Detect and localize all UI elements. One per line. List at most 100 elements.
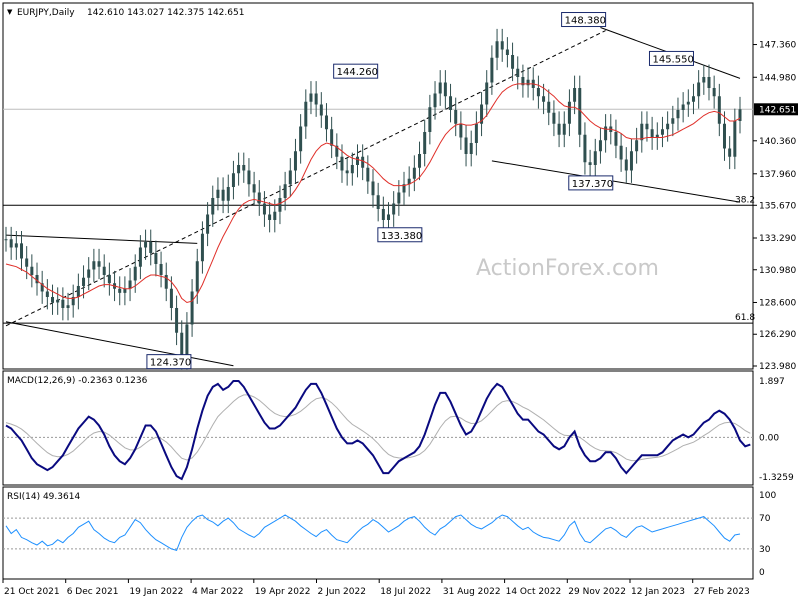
price-callout-box — [377, 227, 423, 243]
price-candle-body — [350, 164, 354, 174]
price-candle-body — [733, 120, 737, 157]
price-candle-body — [614, 131, 618, 146]
price-candle-body — [474, 123, 478, 143]
price-candle-body — [20, 243, 24, 259]
price-candle-body — [521, 76, 525, 86]
price-candle-body — [247, 170, 251, 185]
price-callout-label: 124.370 — [150, 358, 191, 369]
price-candle-body — [681, 104, 685, 110]
price-candle-body — [330, 129, 334, 146]
rsi-title: RSI(14) 49.3614 — [7, 492, 80, 502]
macd-title: MACD(12,26,9) -0.2363 0.1236 — [7, 376, 148, 386]
price-candle-body — [195, 261, 199, 292]
price-candle-body — [505, 49, 509, 55]
time-axis: 21 Oct 2021 6 Dec 2021 19 Jan 2022 4 Mar 20… — [2, 579, 750, 597]
price-candle-body — [268, 214, 272, 220]
price-candle-body — [180, 332, 184, 358]
price-candle-body — [490, 57, 494, 83]
macd-main-line — [5, 380, 751, 481]
price-candle-body — [655, 134, 659, 138]
price-candle-body — [164, 274, 168, 289]
price-candle-body — [629, 151, 633, 171]
price-candle-body — [454, 109, 458, 124]
price-candle-body — [123, 288, 127, 293]
price-candle-body — [283, 184, 287, 198]
price-candle-body — [588, 162, 592, 165]
trend-line — [5, 30, 606, 327]
price-candle-body — [190, 291, 194, 325]
rsi-tick-label: 70 — [759, 514, 771, 524]
price-candle-body — [573, 87, 577, 102]
price-candle-body — [355, 156, 359, 165]
price-candle-body — [82, 277, 86, 286]
price-candle-body — [464, 137, 468, 154]
price-candle-body — [211, 197, 215, 215]
price-candle-body — [371, 181, 375, 196]
last-price-label: 142.651 — [759, 105, 796, 115]
price-candle-body — [345, 170, 349, 174]
price-candle-body — [97, 261, 101, 267]
price-candle-body — [257, 192, 261, 204]
price-candle-body — [526, 79, 530, 86]
price-candle-body — [567, 101, 571, 124]
price-callout-box — [146, 354, 192, 370]
price-candle-body — [552, 112, 556, 124]
price-candle-body — [423, 131, 427, 154]
price-candle-body — [583, 134, 587, 163]
price-candle-body — [407, 178, 411, 185]
price-candle-body — [722, 123, 726, 149]
price-candle-body — [309, 93, 313, 102]
price-candle-body — [45, 291, 49, 297]
price-candle-body — [216, 189, 220, 198]
price-candle-body — [66, 305, 70, 308]
price-tick-label: 123.980 — [759, 362, 796, 372]
time-tick-label: 6 Dec 2021 — [67, 587, 119, 597]
price-candle-body — [495, 41, 499, 58]
price-callout-label: 133.380 — [381, 231, 422, 242]
price-candle-body — [231, 173, 235, 187]
time-tick-label: 4 Mar 2022 — [192, 587, 243, 597]
time-tick-label: 2 Jun 2022 — [318, 587, 366, 597]
price-candle-body — [557, 123, 561, 135]
price-candle-body — [293, 151, 297, 171]
macd-signal-line — [5, 394, 751, 462]
price-candle-body — [278, 197, 282, 212]
price-candle-body — [159, 263, 163, 275]
price-candle-body — [671, 118, 675, 124]
chart-symbol-title: EURJPY,Daily — [17, 8, 75, 18]
price-candle-body — [144, 241, 148, 248]
price-candle-body — [118, 288, 122, 293]
price-candle-body — [738, 109, 742, 121]
price-candle-body — [728, 148, 732, 157]
time-tick-label: 18 Jul 2022 — [380, 587, 431, 597]
fib-level-label: 38.2 — [735, 195, 755, 205]
price-candle-body — [299, 126, 303, 152]
dropdown-arrow-icon[interactable]: ▼ — [7, 8, 13, 16]
price-candle-body — [149, 241, 153, 253]
price-candle-body — [469, 142, 473, 154]
price-candle-body — [133, 266, 137, 281]
rsi-tick-label: 30 — [759, 545, 771, 555]
price-candle-body — [61, 299, 65, 308]
price-candle-body — [314, 93, 318, 105]
price-callout-box — [568, 175, 614, 191]
price-candle-body — [56, 299, 60, 303]
price-candle-body — [443, 82, 447, 97]
time-tick-label: 21 Oct 2021 — [4, 587, 60, 597]
price-candle-body — [175, 307, 179, 333]
price-candle-body — [35, 274, 39, 284]
macd-tick-label: 0.00 — [759, 433, 779, 443]
price-candle-body — [459, 123, 463, 138]
price-candle-body — [624, 159, 628, 171]
price-candle-body — [511, 54, 515, 69]
price-candle-body — [387, 214, 391, 220]
price-candle-body — [717, 96, 721, 124]
price-tick-label: 130.980 — [759, 266, 796, 276]
price-candle-body — [226, 186, 230, 201]
price-candle-body — [128, 280, 132, 289]
price-candle-body — [335, 145, 339, 157]
price-callout-label: 148.380 — [565, 16, 606, 27]
price-candle-body — [71, 296, 75, 306]
price-candle-body — [366, 167, 370, 182]
